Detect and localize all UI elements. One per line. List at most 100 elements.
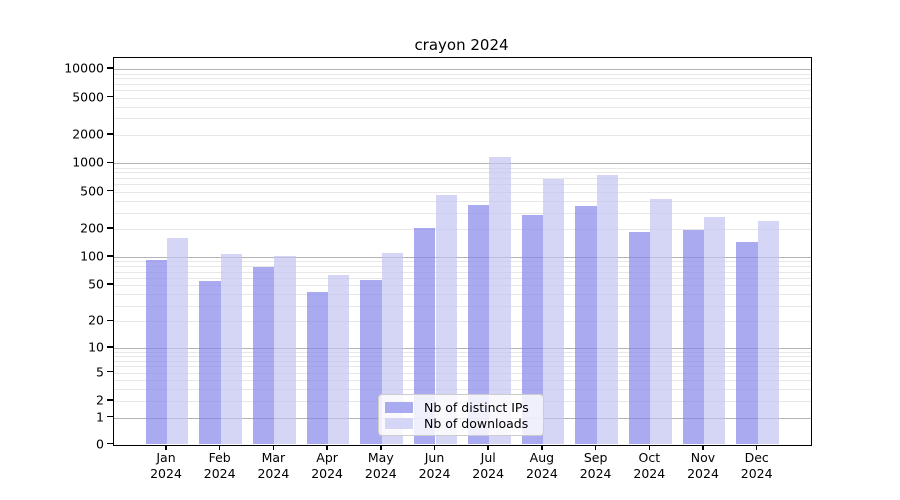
x-tick-year: 2024	[472, 465, 505, 481]
bar-distinct-ips-mar	[253, 267, 275, 445]
y-tick-label: 1000	[72, 154, 104, 170]
gridline-minor	[114, 83, 811, 85]
x-tick-mark	[380, 444, 382, 450]
gridline-major	[114, 163, 811, 165]
gridline-major	[114, 347, 811, 349]
y-tick-mark	[107, 227, 113, 229]
x-tick-mark	[541, 444, 543, 450]
y-tick-mark	[107, 161, 113, 164]
x-tick-year: 2024	[525, 465, 558, 481]
y-tick-label: 10000	[64, 60, 104, 76]
x-tick-label: Jul 2024	[458, 450, 518, 481]
gridline-minor	[114, 97, 811, 99]
bar-distinct-ips-jun	[414, 227, 436, 445]
y-tick-mark	[107, 346, 113, 348]
x-tick-month: Mar	[261, 450, 286, 465]
gridline-minor	[114, 167, 811, 169]
x-tick-label: Aug 2024	[512, 450, 572, 481]
x-tick-label: Mar 2024	[243, 450, 303, 481]
bar-distinct-ips-aug	[521, 214, 543, 445]
bar-distinct-ips-nov	[682, 230, 704, 445]
x-tick-mark	[433, 444, 436, 450]
gridline-minor	[114, 294, 811, 296]
y-tick-mark	[107, 67, 113, 69]
gridline-minor	[114, 191, 811, 193]
gridline-minor	[114, 135, 811, 137]
x-tick-year: 2024	[364, 465, 397, 481]
x-tick-mark	[702, 444, 704, 450]
y-tick-mark	[107, 319, 113, 322]
x-tick-year: 2024	[740, 465, 773, 481]
legend-swatch-distinct-ips	[385, 401, 413, 413]
y-tick-label: 1	[96, 409, 104, 425]
y-tick-label: 10	[88, 339, 104, 355]
x-tick-month: Sep	[583, 450, 608, 465]
gridline-minor	[114, 73, 811, 75]
x-tick-label: Apr 2024	[297, 450, 357, 481]
bar-distinct-ips-oct	[628, 231, 651, 445]
x-tick-month: Jul	[480, 450, 496, 465]
gridline-minor	[114, 321, 811, 323]
bar-downloads-sep	[596, 175, 618, 445]
x-tick-year: 2024	[687, 465, 719, 481]
bar-distinct-ips-sep	[575, 206, 597, 445]
legend: Nb of distinct IPs Nb of downloads	[378, 394, 544, 436]
y-tick-mark	[107, 283, 113, 285]
gridline-minor	[114, 229, 811, 231]
legend-label-downloads: Nb of downloads	[424, 415, 529, 431]
x-tick-year: 2024	[579, 465, 612, 481]
x-tick-label: Sep 2024	[566, 450, 626, 481]
gridline-minor	[114, 372, 811, 374]
bar-distinct-ips-jul	[467, 204, 490, 445]
y-tick-label: 5	[96, 364, 104, 380]
gridline-minor	[114, 266, 811, 268]
gridline-minor	[114, 389, 811, 391]
bar-distinct-ips-feb	[199, 280, 221, 445]
y-tick-mark	[107, 255, 113, 257]
x-tick-month: Oct	[638, 450, 661, 465]
x-tick-label: May 2024	[351, 450, 411, 481]
gridline-minor	[114, 200, 811, 202]
x-tick-month: May	[367, 450, 394, 465]
y-tick-label: 100	[80, 248, 104, 264]
x-tick-year: 2024	[418, 465, 451, 481]
plot-area	[113, 57, 812, 446]
x-tick-year: 2024	[633, 465, 666, 481]
gridline-minor	[114, 380, 811, 382]
x-tick-mark	[648, 444, 651, 450]
x-tick-label: Dec 2024	[727, 450, 787, 481]
y-tick-label: 20	[88, 312, 104, 328]
x-tick-mark	[326, 444, 328, 450]
y-tick-mark	[107, 95, 113, 98]
bar-downloads-apr	[328, 274, 350, 445]
x-tick-year: 2024	[150, 465, 182, 481]
y-tick-mark	[107, 370, 113, 373]
x-tick-month: Aug	[529, 450, 555, 465]
y-tick-mark	[107, 133, 113, 135]
bar-distinct-ips-may	[360, 279, 382, 445]
gridline-minor	[114, 271, 811, 273]
gridline-minor	[114, 366, 811, 368]
bar-distinct-ips-apr	[306, 292, 329, 445]
gridline-minor	[114, 212, 811, 214]
gridline-minor	[114, 177, 811, 179]
gridline-minor	[114, 360, 811, 362]
gridline-minor	[114, 90, 811, 92]
bar-downloads-nov	[704, 217, 726, 445]
gridline-minor	[114, 106, 811, 108]
gridline-minor	[114, 118, 811, 120]
chart-title: crayon 2024	[414, 36, 509, 54]
x-tick-label: Jun 2024	[405, 450, 465, 481]
y-tick-label: 500	[80, 183, 104, 199]
y-tick-mark	[107, 399, 113, 401]
x-tick-year: 2024	[257, 465, 290, 481]
gridline-minor	[114, 285, 811, 287]
gridline-minor	[114, 356, 811, 358]
x-tick-mark	[272, 444, 275, 450]
legend-swatch-downloads	[385, 417, 413, 429]
gridline-major	[114, 257, 811, 259]
y-tick-mark	[107, 442, 113, 445]
y-tick-label: 2	[96, 392, 104, 408]
gridline-minor	[114, 78, 811, 80]
